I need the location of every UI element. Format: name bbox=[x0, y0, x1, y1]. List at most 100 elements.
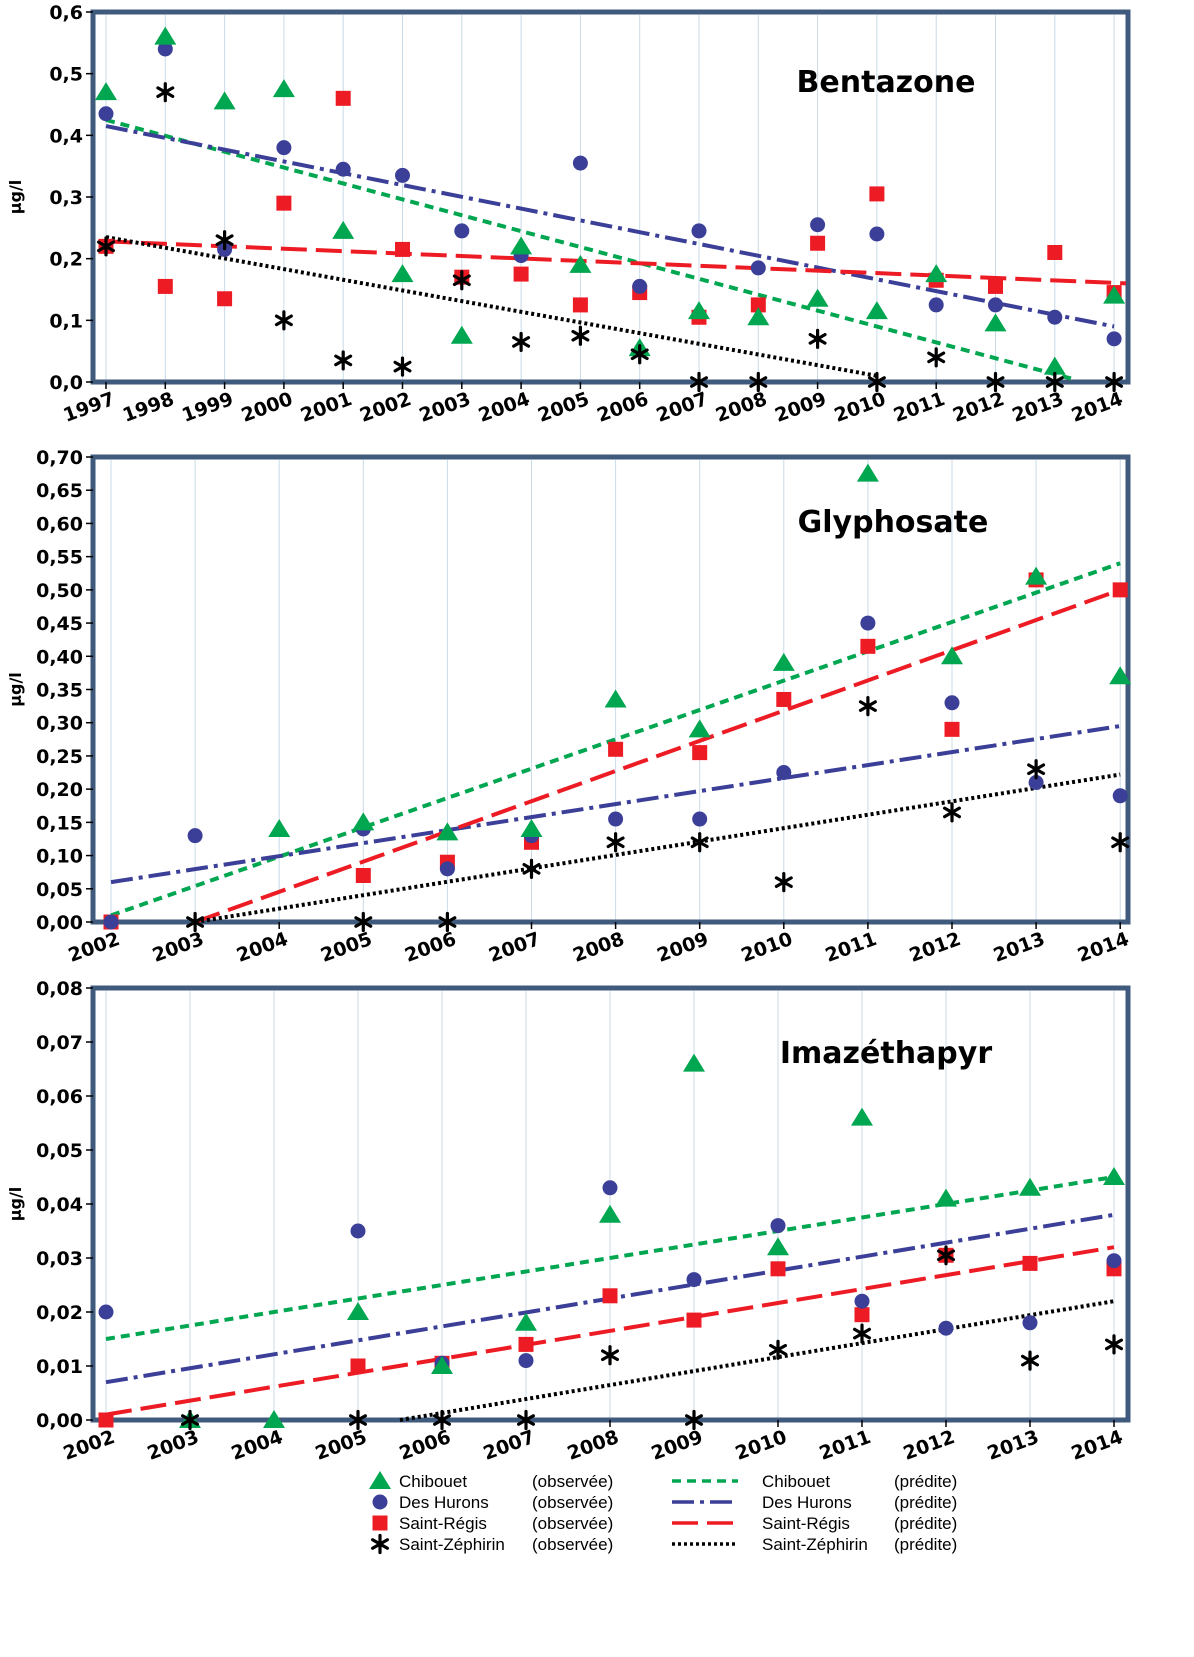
legend-suffix: (prédite) bbox=[894, 1472, 957, 1491]
data-point-asterisk bbox=[749, 371, 768, 393]
data-point-asterisk bbox=[97, 236, 115, 257]
data-point-triangle bbox=[213, 91, 236, 110]
y-tick-label: 0,03 bbox=[36, 1248, 83, 1270]
x-tick-label: 2010 bbox=[831, 388, 888, 427]
y-tick-label: 0,02 bbox=[36, 1302, 83, 1324]
data-point-asterisk bbox=[927, 347, 946, 368]
asterisk-stroke bbox=[867, 376, 886, 388]
data-point-triangle bbox=[683, 1053, 705, 1072]
data-point-circle bbox=[860, 615, 876, 631]
legend-suffix: (observée) bbox=[532, 1514, 613, 1533]
asterisk-stroke bbox=[186, 916, 205, 928]
data-point-circle bbox=[276, 140, 292, 156]
data-point-triangle bbox=[347, 1302, 369, 1320]
data-point-triangle bbox=[1103, 285, 1126, 304]
data-point-asterisk bbox=[181, 1409, 199, 1431]
data-point-triangle bbox=[332, 220, 355, 239]
data-point-square bbox=[810, 235, 826, 251]
data-point-square bbox=[776, 691, 792, 707]
data-point-triangle bbox=[1043, 356, 1066, 375]
x-tick-label: 2012 bbox=[900, 1426, 957, 1465]
data-point-circle bbox=[988, 297, 1003, 313]
data-point-square bbox=[770, 1261, 786, 1277]
x-tick-label: 2005 bbox=[318, 928, 375, 967]
x-tick-label: 2014 bbox=[1069, 388, 1126, 427]
data-point-asterisk bbox=[853, 1323, 871, 1344]
x-tick-label: 2002 bbox=[357, 388, 414, 427]
asterisk-stroke bbox=[927, 351, 946, 364]
predicted-line-chibouet bbox=[105, 1175, 1115, 1341]
asterisk-stroke bbox=[393, 360, 412, 373]
chart-title: Bentazone bbox=[797, 65, 976, 100]
data-point-asterisk bbox=[1021, 1350, 1039, 1371]
legend-marker-square bbox=[372, 1515, 388, 1531]
x-tick-label: 2000 bbox=[238, 388, 295, 427]
asterisk-stroke bbox=[943, 806, 961, 819]
asterisk-stroke bbox=[858, 700, 877, 712]
asterisk-stroke bbox=[433, 1414, 451, 1426]
y-tick-label: 0,07 bbox=[36, 1032, 83, 1054]
chart-title: Imazéthapyr bbox=[780, 1036, 992, 1071]
x-tick-label: 2006 bbox=[396, 1426, 453, 1465]
x-tick-label: 2008 bbox=[713, 388, 770, 427]
y-tick-label: 0,20 bbox=[36, 779, 83, 801]
legend-suffix: (observée) bbox=[532, 1535, 613, 1554]
asterisk-stroke bbox=[349, 1414, 367, 1426]
asterisk-stroke bbox=[769, 1343, 787, 1356]
asterisk-stroke bbox=[354, 916, 373, 928]
data-point-asterisk bbox=[690, 371, 708, 393]
y-tick-label: 0,70 bbox=[36, 447, 83, 469]
data-point-circle bbox=[1047, 309, 1063, 325]
y-tick-label: 0,00 bbox=[36, 912, 83, 934]
data-point-triangle bbox=[865, 301, 888, 320]
asterisk-stroke bbox=[156, 86, 175, 99]
data-point-asterisk bbox=[1045, 371, 1064, 393]
data-point-asterisk bbox=[215, 230, 234, 251]
asterisk-stroke bbox=[517, 1414, 535, 1426]
data-point-square bbox=[395, 241, 410, 257]
legend: Chibouet (observée) Chibouet (prédite) Des H… bbox=[369, 1471, 957, 1555]
x-tick-label: 2013 bbox=[1009, 388, 1066, 427]
y-tick-label: 0,15 bbox=[36, 812, 83, 834]
data-point-square bbox=[350, 1358, 366, 1374]
data-point-asterisk bbox=[606, 832, 625, 853]
data-point-circle bbox=[157, 41, 173, 57]
data-point-circle bbox=[518, 1353, 534, 1369]
data-point-triangle bbox=[604, 689, 627, 708]
data-point-circle bbox=[98, 1304, 114, 1320]
y-tick-label: 0,04 bbox=[36, 1194, 83, 1216]
y-tick-label: 0,25 bbox=[36, 746, 83, 768]
x-tick-label: 2003 bbox=[150, 928, 207, 967]
y-tick-label: 0,00 bbox=[36, 1410, 83, 1432]
chart-imazethapyr: 0,00 0,01 0,02 0,03 0,04 0,05 0,06 0,07 0,08 µg/l… bbox=[6, 978, 1131, 1465]
data-point-triangle bbox=[688, 719, 711, 738]
data-point-asterisk bbox=[808, 328, 827, 349]
chart-glyphosate: 0,00 0,05 0,10 0,15 0,20 0,25 0,30 0,35 0,40 0,45… bbox=[6, 447, 1132, 967]
legend-suffix: (observée) bbox=[532, 1493, 613, 1512]
data-point-square bbox=[602, 1288, 618, 1304]
y-tick-label: 0,10 bbox=[36, 846, 83, 868]
chart-title: Glyphosate bbox=[798, 505, 989, 540]
x-tick-label: 2004 bbox=[234, 928, 291, 967]
y-tick-label: 0,55 bbox=[36, 547, 83, 569]
data-point-square bbox=[608, 741, 624, 757]
legend-marker-triangle bbox=[369, 1471, 391, 1489]
asterisk-stroke bbox=[853, 1327, 871, 1340]
data-point-triangle bbox=[984, 313, 1007, 332]
x-tick-label: 2014 bbox=[1068, 1426, 1125, 1465]
legend-suffix: (observée) bbox=[532, 1472, 613, 1491]
data-point-triangle bbox=[569, 254, 592, 273]
y-tick-label: 0,6 bbox=[49, 2, 83, 24]
data-point-square bbox=[854, 1307, 870, 1323]
y-tick-label: 0,05 bbox=[36, 1140, 83, 1162]
asterisk-stroke bbox=[630, 348, 649, 361]
y-tick-label: 0,5 bbox=[49, 64, 83, 86]
y-tick-label: 0,65 bbox=[36, 480, 83, 502]
x-tick-label: 2007 bbox=[480, 1426, 537, 1465]
data-point-triangle bbox=[263, 1410, 285, 1428]
data-point-circle bbox=[750, 260, 766, 276]
predicted-line-saint-r-gis bbox=[105, 1245, 1115, 1417]
data-point-circle bbox=[938, 1320, 954, 1336]
x-tick-label: 2006 bbox=[402, 928, 459, 967]
